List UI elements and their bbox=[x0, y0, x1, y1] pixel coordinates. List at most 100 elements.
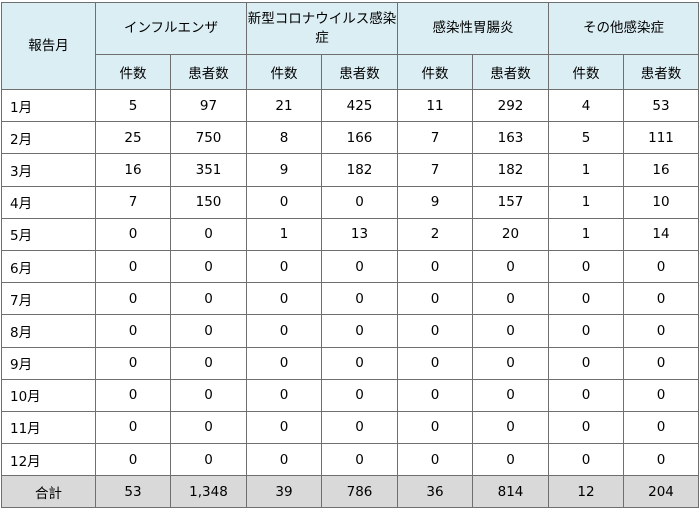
table-row: 1月 5 97 21 425 11 292 4 53 bbox=[1, 88, 700, 123]
value-cell: 0 bbox=[548, 410, 625, 445]
value-cell: 0 bbox=[321, 282, 399, 316]
month-cell: 12月 bbox=[1, 443, 96, 477]
value-cell: 8 bbox=[246, 121, 323, 155]
value-cell: 9 bbox=[397, 185, 474, 219]
value-cell: 0 bbox=[246, 378, 323, 412]
total-cell: 39 bbox=[246, 475, 323, 509]
sub-header-patients: 患者数 bbox=[321, 54, 399, 90]
value-cell: 1 bbox=[246, 217, 323, 251]
value-cell: 0 bbox=[548, 282, 625, 316]
value-cell: 0 bbox=[623, 443, 700, 477]
value-cell: 97 bbox=[169, 88, 248, 123]
value-cell: 0 bbox=[472, 443, 550, 477]
month-cell: 5月 bbox=[1, 217, 96, 251]
group-header-influenza: インフルエンザ bbox=[94, 2, 248, 55]
value-cell: 0 bbox=[397, 378, 474, 412]
month-cell: 1月 bbox=[1, 88, 96, 123]
table-row: 9月 0 0 0 0 0 0 0 0 bbox=[1, 346, 700, 380]
value-cell: 5 bbox=[548, 121, 625, 155]
value-cell: 0 bbox=[623, 378, 700, 412]
value-cell: 0 bbox=[623, 249, 700, 284]
value-cell: 0 bbox=[321, 443, 399, 477]
value-cell: 11 bbox=[397, 88, 474, 123]
value-cell: 16 bbox=[95, 153, 171, 187]
table-row: 6月 0 0 0 0 0 0 0 0 bbox=[1, 249, 700, 284]
sub-header-patients: 患者数 bbox=[169, 54, 248, 90]
value-cell: 13 bbox=[321, 217, 399, 251]
group-header-other: その他感染症 bbox=[548, 2, 700, 55]
value-cell: 0 bbox=[246, 282, 323, 316]
month-cell: 7月 bbox=[1, 282, 96, 316]
value-cell: 150 bbox=[169, 185, 248, 219]
value-cell: 0 bbox=[246, 249, 323, 284]
total-label: 合計 bbox=[1, 475, 96, 509]
value-cell: 0 bbox=[623, 346, 700, 380]
value-cell: 0 bbox=[95, 410, 171, 445]
value-cell: 0 bbox=[95, 346, 171, 380]
month-cell: 10月 bbox=[1, 378, 96, 412]
value-cell: 0 bbox=[623, 410, 700, 445]
value-cell: 9 bbox=[246, 153, 323, 187]
table-row: 12月 0 0 0 0 0 0 0 0 bbox=[1, 443, 700, 477]
total-cell: 786 bbox=[321, 475, 399, 509]
value-cell: 1 bbox=[548, 153, 625, 187]
value-cell: 1 bbox=[548, 217, 625, 251]
group-header-gastroenteritis: 感染性胃腸炎 bbox=[397, 2, 550, 55]
value-cell: 163 bbox=[472, 121, 550, 155]
value-cell: 0 bbox=[472, 249, 550, 284]
value-cell: 53 bbox=[623, 88, 700, 123]
value-cell: 0 bbox=[95, 249, 171, 284]
value-cell: 7 bbox=[95, 185, 171, 219]
value-cell: 0 bbox=[246, 185, 323, 219]
sub-header-patients: 患者数 bbox=[623, 54, 700, 90]
month-cell: 9月 bbox=[1, 346, 96, 380]
table-row: 11月 0 0 0 0 0 0 0 0 bbox=[1, 410, 700, 445]
month-cell: 2月 bbox=[1, 121, 96, 155]
value-cell: 0 bbox=[169, 217, 248, 251]
value-cell: 0 bbox=[169, 443, 248, 477]
value-cell: 4 bbox=[548, 88, 625, 123]
value-cell: 0 bbox=[169, 410, 248, 445]
value-cell: 0 bbox=[548, 249, 625, 284]
value-cell: 0 bbox=[95, 282, 171, 316]
month-cell: 3月 bbox=[1, 153, 96, 187]
value-cell: 0 bbox=[548, 314, 625, 348]
value-cell: 750 bbox=[169, 121, 248, 155]
total-row: 合計 53 1,348 39 786 36 814 12 204 bbox=[1, 475, 700, 509]
table-row: 5月 0 0 1 13 2 20 1 14 bbox=[1, 217, 700, 251]
value-cell: 0 bbox=[321, 346, 399, 380]
value-cell: 0 bbox=[246, 410, 323, 445]
sub-header-patients: 患者数 bbox=[472, 54, 550, 90]
table-row: 2月 25 750 8 166 7 163 5 111 bbox=[1, 121, 700, 155]
total-cell: 1,348 bbox=[169, 475, 248, 509]
sub-header-cases: 件数 bbox=[95, 54, 171, 90]
value-cell: 25 bbox=[95, 121, 171, 155]
sub-header-cases: 件数 bbox=[548, 54, 625, 90]
value-cell: 0 bbox=[95, 217, 171, 251]
value-cell: 0 bbox=[246, 443, 323, 477]
total-cell: 12 bbox=[548, 475, 625, 509]
value-cell: 5 bbox=[95, 88, 171, 123]
value-cell: 182 bbox=[472, 153, 550, 187]
value-cell: 0 bbox=[169, 346, 248, 380]
value-cell: 0 bbox=[472, 410, 550, 445]
value-cell: 0 bbox=[623, 314, 700, 348]
value-cell: 0 bbox=[397, 346, 474, 380]
value-cell: 292 bbox=[472, 88, 550, 123]
table-row: 4月 7 150 0 0 9 157 1 10 bbox=[1, 185, 700, 219]
total-cell: 36 bbox=[397, 475, 474, 509]
month-cell: 6月 bbox=[1, 249, 96, 284]
value-cell: 0 bbox=[321, 249, 399, 284]
value-cell: 0 bbox=[321, 314, 399, 348]
value-cell: 14 bbox=[623, 217, 700, 251]
month-cell: 11月 bbox=[1, 410, 96, 445]
value-cell: 0 bbox=[548, 443, 625, 477]
table-row: 3月 16 351 9 182 7 182 1 16 bbox=[1, 153, 700, 187]
value-cell: 425 bbox=[321, 88, 399, 123]
total-cell: 814 bbox=[472, 475, 550, 509]
table-row: 8月 0 0 0 0 0 0 0 0 bbox=[1, 314, 700, 348]
value-cell: 0 bbox=[95, 443, 171, 477]
value-cell: 0 bbox=[472, 346, 550, 380]
value-cell: 0 bbox=[472, 314, 550, 348]
